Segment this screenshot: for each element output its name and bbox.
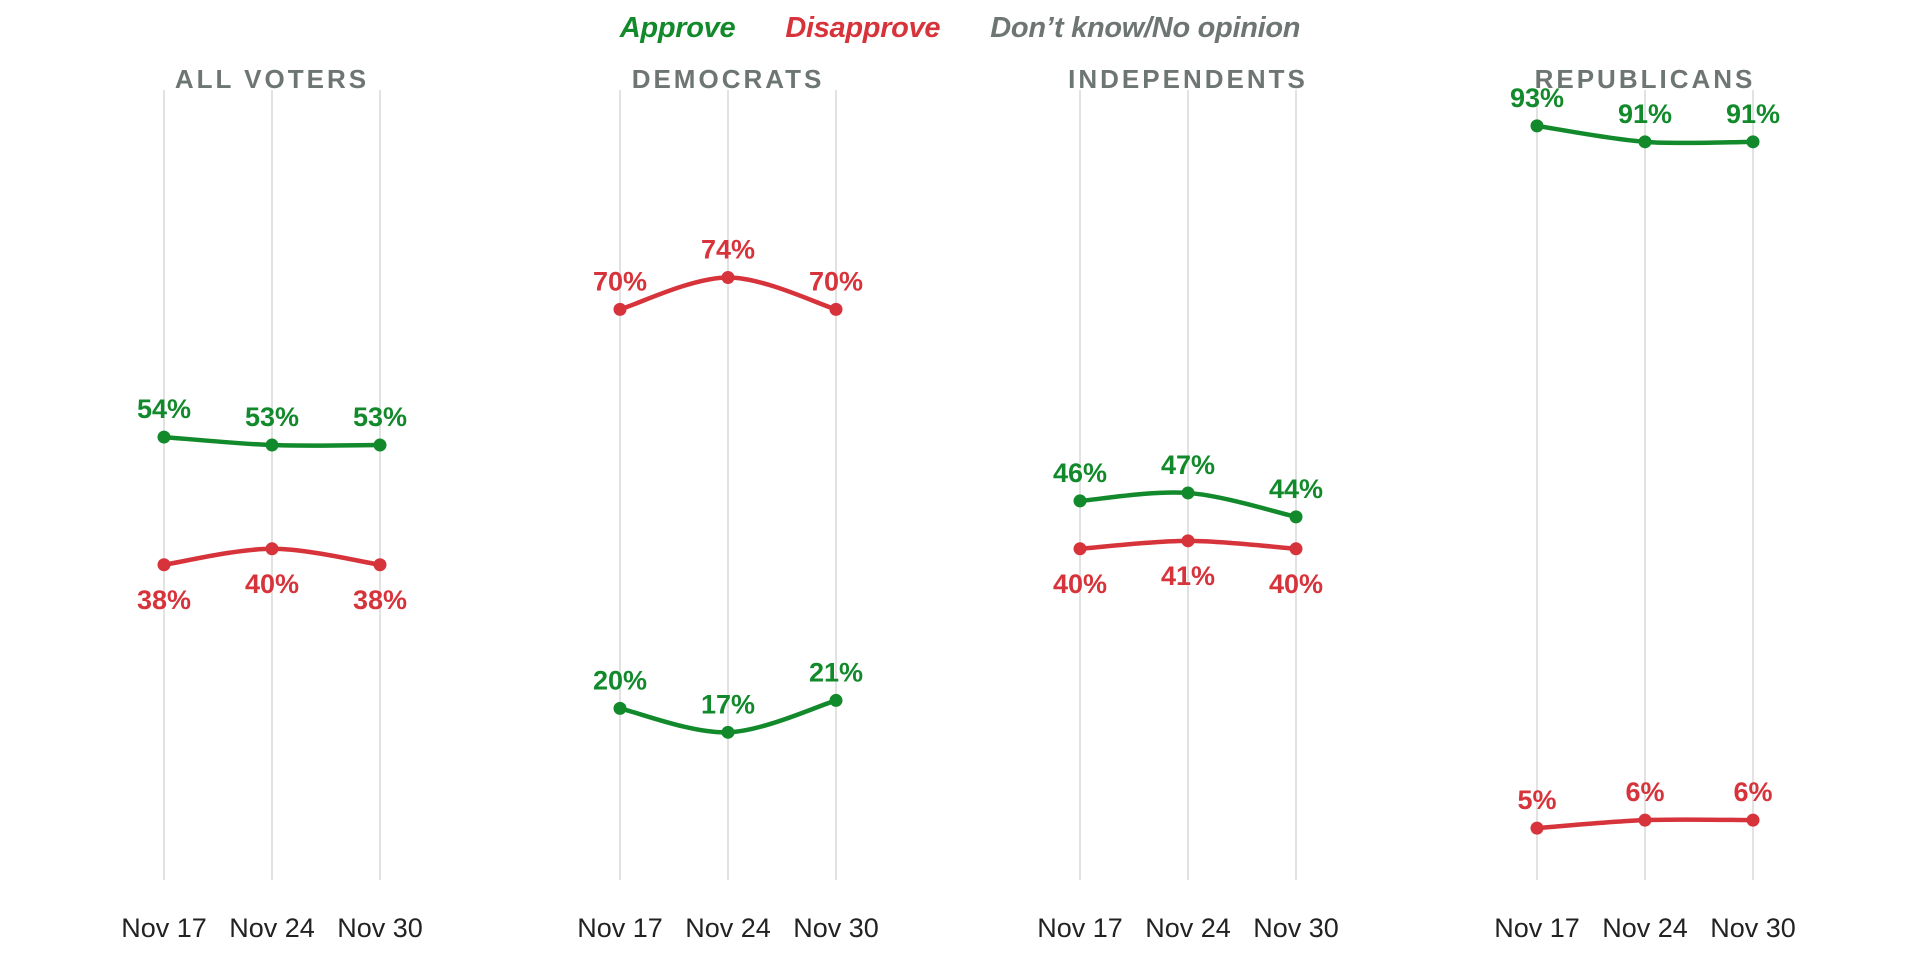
- panel-all-voters: ALL VOTERS Nov 17 Nov 24 Nov 30 54% 53% 53% 38%…: [121, 64, 423, 943]
- approve-point: [829, 693, 843, 707]
- approve-point: [1181, 486, 1195, 500]
- disapprove-data-label: 70%: [809, 266, 863, 296]
- approve-data-label: 53%: [245, 402, 299, 432]
- disapprove-data-label: 41%: [1161, 561, 1215, 591]
- approve-data-label: 91%: [1726, 99, 1780, 129]
- disapprove-data-label: 38%: [353, 585, 407, 615]
- approve-data-label: 21%: [809, 657, 863, 687]
- approve-data-label: 93%: [1510, 83, 1564, 113]
- disapprove-data-label: 40%: [1269, 569, 1323, 599]
- approve-point: [1530, 119, 1544, 133]
- disapprove-data-label: 70%: [593, 266, 647, 296]
- x-tick-label: Nov 17: [121, 913, 207, 943]
- disapprove-point: [1073, 542, 1087, 556]
- approve-point: [265, 438, 279, 452]
- panel-republicans: REPUBLICANS Nov 17 Nov 24 Nov 30 93% 91% 91% 5%…: [1494, 64, 1796, 943]
- approve-point: [1073, 494, 1087, 508]
- x-tick-label: Nov 17: [1037, 913, 1123, 943]
- disapprove-point: [373, 558, 387, 572]
- disapprove-data-label: 6%: [1733, 777, 1772, 807]
- disapprove-data-label: 74%: [701, 234, 755, 264]
- disapprove-point: [721, 270, 735, 284]
- x-tick-label: Nov 17: [577, 913, 663, 943]
- disapprove-data-label: 40%: [245, 569, 299, 599]
- legend-approve: Approve: [619, 11, 736, 44]
- approve-data-label: 17%: [701, 689, 755, 719]
- approve-point: [157, 430, 171, 444]
- approve-point: [373, 438, 387, 452]
- chart-legend: Approve Disapprove Don’t know/No opinion: [0, 8, 1920, 48]
- x-tick-label: Nov 30: [1253, 913, 1339, 943]
- x-tick-label: Nov 30: [337, 913, 423, 943]
- legend-no-opinion: Don’t know/No opinion: [990, 11, 1301, 44]
- approve-data-label: 91%: [1618, 99, 1672, 129]
- panel-title: DEMOCRATS: [632, 64, 825, 94]
- panel-democrats: DEMOCRATS Nov 17 Nov 24 Nov 30 20% 17% 21% 70% 7…: [577, 64, 879, 943]
- disapprove-point: [1530, 821, 1544, 835]
- disapprove-point: [1181, 534, 1195, 548]
- x-tick-label: Nov 24: [229, 913, 315, 943]
- x-tick-label: Nov 30: [793, 913, 879, 943]
- approve-point: [721, 725, 735, 739]
- x-tick-label: Nov 24: [1145, 913, 1231, 943]
- disapprove-data-label: 6%: [1625, 777, 1664, 807]
- approve-data-label: 53%: [353, 402, 407, 432]
- disapprove-point: [829, 302, 843, 316]
- disapprove-point: [157, 558, 171, 572]
- approve-data-label: 46%: [1053, 458, 1107, 488]
- disapprove-data-label: 5%: [1517, 785, 1556, 815]
- x-tick-label: Nov 17: [1494, 913, 1580, 943]
- disapprove-data-label: 40%: [1053, 569, 1107, 599]
- disapprove-point: [1638, 813, 1652, 827]
- approve-point: [1638, 135, 1652, 149]
- approve-data-label: 47%: [1161, 450, 1215, 480]
- x-tick-label: Nov 24: [685, 913, 771, 943]
- approve-data-label: 44%: [1269, 474, 1323, 504]
- approve-point: [1289, 510, 1303, 524]
- approve-point: [1746, 135, 1760, 149]
- disapprove-point: [1746, 813, 1760, 827]
- panel-independents: INDEPENDENTS Nov 17 Nov 24 Nov 30 46% 47% 44% 4…: [1037, 64, 1339, 943]
- approve-point: [613, 701, 627, 715]
- x-tick-label: Nov 24: [1602, 913, 1688, 943]
- panel-title: INDEPENDENTS: [1068, 64, 1308, 94]
- approve-data-label: 54%: [137, 394, 191, 424]
- panel-title: ALL VOTERS: [175, 64, 369, 94]
- disapprove-point: [265, 542, 279, 556]
- approve-data-label: 20%: [593, 665, 647, 695]
- x-tick-label: Nov 30: [1710, 913, 1796, 943]
- legend-disapprove: Disapprove: [785, 11, 941, 44]
- disapprove-point: [1289, 542, 1303, 556]
- disapprove-data-label: 38%: [137, 585, 191, 615]
- panel-title: REPUBLICANS: [1535, 64, 1756, 94]
- disapprove-point: [613, 302, 627, 316]
